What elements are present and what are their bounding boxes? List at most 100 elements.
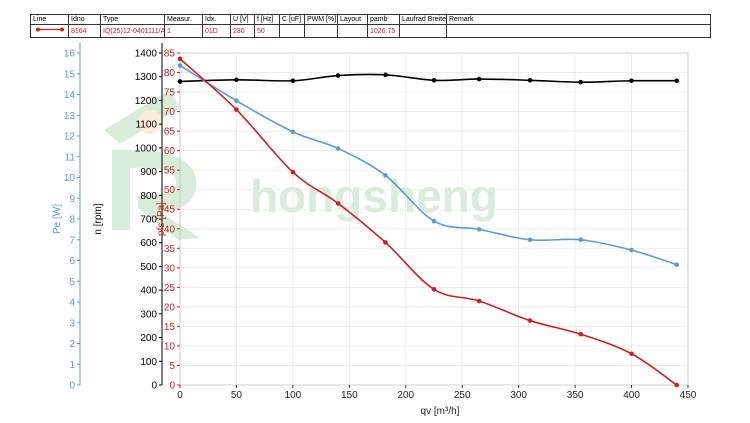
rpm-tick-label: 400 — [140, 286, 157, 297]
pressure-tick-label: 55 — [164, 166, 176, 177]
pressure-curve-point — [476, 298, 482, 304]
power-curve-point — [527, 237, 533, 243]
power-curve-point — [234, 98, 239, 104]
table-row: 8164 IQ(25)12-0401111/A02 1 01D 230 50 1… — [30, 24, 711, 38]
pressure-tick-label: 5 — [169, 361, 175, 372]
pressure-curve-point — [234, 107, 239, 112]
pressure-curve-point — [629, 351, 634, 357]
pressure-tick-label: 45 — [164, 205, 176, 216]
pressure-curve-point — [177, 56, 183, 62]
brand-watermark: hongsheng — [104, 90, 498, 240]
pressure-tick-label: 30 — [164, 263, 176, 274]
pe-tick-label: 5 — [69, 277, 75, 288]
rpm-tick-label: 1400 — [135, 49, 158, 60]
x-axis-label: qv [m³/h] — [421, 406, 460, 417]
rpm-tick-label: 700 — [140, 215, 157, 226]
pressure-tick-label: 50 — [164, 185, 176, 196]
pe-tick-label: 1 — [69, 360, 75, 371]
rpm-tick-label: 1200 — [135, 96, 158, 107]
pe-tick-label: 11 — [65, 152, 76, 163]
x-tick-label: 450 — [680, 390, 697, 401]
rpm-tick-label: 300 — [140, 309, 157, 320]
val-voltage: 230 — [230, 24, 255, 38]
pressure-curve-point — [335, 201, 341, 206]
pressure-tick-label: 65 — [164, 127, 176, 138]
rpm-curve-point — [234, 77, 239, 83]
power-curve-point — [290, 129, 296, 135]
pe-axis-title: Pe [W] — [52, 204, 63, 234]
rpm-tick-label: 1100 — [135, 120, 157, 131]
pressure-tick-label: 15 — [164, 322, 176, 333]
power-curve-point — [674, 262, 680, 267]
x-tick-label: 350 — [567, 390, 584, 401]
pressure-tick-label: 25 — [164, 283, 176, 294]
power-curve-point — [383, 173, 388, 178]
rpm-curve — [179, 73, 677, 83]
x-tick-label: 150 — [341, 390, 358, 401]
rpm-tick-label: 100 — [140, 357, 157, 368]
rpm-tick-label: 1300 — [135, 72, 158, 83]
rpm-curve-point — [578, 79, 584, 85]
power-curve-point — [177, 63, 183, 68]
pressure-tick-label: 20 — [164, 302, 176, 313]
pe-tick-label: 16 — [64, 49, 76, 60]
power-curve-point — [578, 237, 584, 243]
pressure-tick-label: 40 — [164, 224, 176, 235]
power-curve-point — [629, 247, 634, 253]
rpm-axis-title: n [rpm] — [93, 203, 104, 234]
rpm-curve-point — [383, 72, 388, 78]
pressure-curve — [179, 58, 678, 386]
x-tick-label: 200 — [397, 390, 414, 401]
pe-tick-label: 9 — [69, 194, 75, 205]
line-sample-icon — [36, 27, 64, 32]
val-type: IQ(25)12-0401111/A02 — [100, 24, 165, 38]
pe-tick-label: 8 — [69, 215, 75, 226]
pressure-tick-label: 80 — [164, 68, 176, 79]
power-curve-point — [431, 218, 437, 224]
pressure-tick-label: 10 — [164, 341, 176, 352]
power-curve-point — [335, 146, 341, 151]
pe-tick-label: 15 — [64, 69, 76, 80]
watermark-brand: hongsheng — [250, 170, 498, 222]
val-measur: 1 — [164, 24, 203, 38]
pressure-tick-label: 35 — [164, 244, 176, 255]
x-tick-label: 50 — [231, 390, 243, 401]
x-tick-label: 0 — [177, 390, 183, 401]
power-curve — [179, 64, 677, 266]
val-remark — [446, 24, 711, 38]
pe-tick-label: 13 — [64, 111, 76, 122]
pe-tick-label: 0 — [69, 381, 75, 392]
pressure-curve-point — [674, 382, 680, 388]
pressure-curve-point — [431, 287, 437, 292]
pe-tick-label: 14 — [64, 90, 76, 101]
rpm-curve-point — [674, 78, 680, 84]
rpm-tick-label: 0 — [151, 381, 157, 392]
pressure-curve-point — [290, 169, 296, 175]
pressure-curve-point — [527, 318, 533, 323]
pe-tick-label: 12 — [64, 132, 76, 143]
pressure-axis-title: pfs [Pa] — [156, 202, 167, 236]
rpm-tick-label: 1000 — [135, 143, 158, 154]
rpm-tick-label: 900 — [140, 167, 157, 178]
x-tick-label: 300 — [510, 390, 527, 401]
pressure-tick-label: 70 — [164, 107, 176, 118]
x-tick-label: 400 — [623, 390, 640, 401]
rpm-curve-point — [527, 77, 533, 83]
pe-tick-label: 4 — [69, 298, 75, 309]
rpm-curve-point — [629, 78, 634, 84]
rpm-curve-point — [290, 78, 296, 84]
x-tick-label: 100 — [285, 390, 302, 401]
pe-tick-label: 6 — [69, 256, 75, 267]
pressure-tick-label: 75 — [164, 88, 176, 99]
x-tick-label: 250 — [454, 390, 471, 401]
rpm-curve-point — [177, 79, 183, 84]
rpm-tick-label: 800 — [140, 191, 157, 202]
power-curve-point — [476, 227, 482, 232]
rpm-tick-label: 600 — [140, 238, 157, 249]
val-pamb: 1026.75 — [367, 24, 400, 38]
pressure-curve-point — [383, 240, 388, 245]
pressure-curve-point — [578, 331, 584, 337]
rpm-curve-point — [476, 76, 482, 82]
rpm-curve-point — [335, 73, 341, 78]
